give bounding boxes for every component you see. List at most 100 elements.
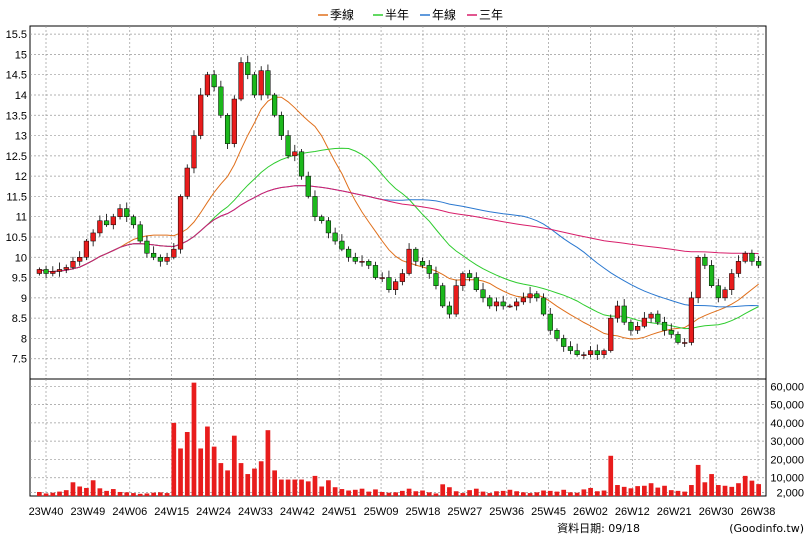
candle-down <box>413 248 419 262</box>
candle-down <box>352 257 358 262</box>
candle-up <box>527 293 533 299</box>
volume-bar <box>84 487 89 496</box>
candle-up <box>635 326 641 331</box>
candle-down <box>298 151 305 177</box>
price-tick-label: 14 <box>15 90 27 102</box>
volume-bar <box>473 488 479 496</box>
candle-down <box>130 216 137 226</box>
candle-up <box>507 305 513 308</box>
candle-up <box>83 240 90 258</box>
legend-label: 季線 <box>330 7 354 22</box>
volume-tick-label: 50,000 <box>770 400 804 412</box>
candle-down <box>756 261 762 266</box>
candle-up <box>117 208 123 217</box>
candle-up <box>191 135 197 169</box>
x-tick-label: 25W27 <box>447 506 482 518</box>
price-tick-label: 10.5 <box>6 232 27 244</box>
x-tick-label: 26W38 <box>741 506 776 518</box>
candle-down <box>480 289 486 299</box>
volume-bar <box>137 493 143 496</box>
volume-bar <box>668 490 674 496</box>
candle-up <box>406 248 412 274</box>
candle-down <box>661 321 668 331</box>
candle-down <box>339 240 345 250</box>
candle-up <box>742 252 748 262</box>
volume-bar <box>97 488 103 496</box>
volume-bar <box>487 493 493 496</box>
volume-bar <box>756 484 761 496</box>
price-tick-label: 12 <box>15 171 27 183</box>
candle-down <box>218 86 224 116</box>
volume-bar <box>279 479 284 496</box>
volume-bar <box>292 479 298 496</box>
candle-up <box>90 232 96 242</box>
candle-up <box>171 248 177 258</box>
candle-up <box>695 257 701 299</box>
candle-down <box>446 305 453 315</box>
price-tick-label: 14.5 <box>6 70 27 82</box>
ma-line <box>39 96 759 340</box>
legend-label: 三年 <box>479 8 503 22</box>
price-panel: 7.5 8 8.5 9 9.5 10 10.5 11 11.5 12 12.5 13 13.5 14 14.… <box>6 25 767 380</box>
candle-up <box>601 350 607 355</box>
candle-down <box>628 321 634 331</box>
candle-down <box>466 273 473 278</box>
volume-bar <box>312 475 318 496</box>
candle-up <box>77 257 83 262</box>
candle-down <box>224 115 231 144</box>
candle-down <box>594 350 600 355</box>
candle-down <box>325 220 332 234</box>
volume-bar <box>252 468 257 496</box>
price-tick-label: 8 <box>21 333 27 345</box>
volume-bar <box>225 470 230 496</box>
volume-bar <box>77 486 83 496</box>
volume-bars <box>37 382 761 496</box>
price-tick-label: 8.5 <box>12 313 27 325</box>
date-label: 資料日期: 09/18 <box>557 521 640 535</box>
volume-bar <box>722 485 728 496</box>
candle-up <box>722 289 728 299</box>
x-tick-label: 24W06 <box>112 506 147 518</box>
volume-bar <box>675 490 681 496</box>
volume-bar <box>742 475 748 496</box>
candle-up <box>688 297 695 343</box>
volume-bar <box>366 491 372 496</box>
x-tick-label: 26W12 <box>615 506 650 518</box>
candle-up <box>453 285 459 315</box>
volume-bar <box>695 464 701 496</box>
candle-up <box>164 257 170 262</box>
candle-up <box>70 261 76 268</box>
volume-bar <box>205 426 210 496</box>
volume-tick-label: 60,000 <box>770 381 804 393</box>
candle-down <box>366 261 372 266</box>
price-grid <box>30 26 766 379</box>
volume-bar <box>124 492 130 496</box>
volume-bar <box>594 491 600 496</box>
candle-up <box>97 220 103 234</box>
price-tick-label: 11 <box>16 212 27 224</box>
candle-down <box>124 208 130 217</box>
volume-bar <box>393 492 398 496</box>
candle-up <box>735 261 742 274</box>
volume-tick-label: 20,000 <box>770 454 804 466</box>
volume-bar <box>588 487 593 496</box>
candle-down <box>278 115 284 136</box>
candle-down <box>547 313 553 331</box>
volume-bar <box>178 448 183 496</box>
legend: 季線 半年 年線 三年 <box>318 7 503 22</box>
candle-up <box>614 305 621 319</box>
volume-bar <box>37 491 42 496</box>
candle-up <box>682 342 688 344</box>
volume-bar <box>339 489 345 496</box>
volume-bar <box>352 489 358 496</box>
candle-up <box>238 62 244 100</box>
x-tick-label: 25W09 <box>364 506 399 518</box>
candle-down <box>305 175 311 197</box>
volume-bar <box>299 479 304 496</box>
volume-bar <box>191 382 197 496</box>
candle-up <box>581 354 587 356</box>
volume-bar <box>494 491 499 496</box>
candle-down <box>540 297 547 315</box>
candle-down <box>372 265 379 278</box>
x-tick-label: 25W18 <box>406 506 441 518</box>
